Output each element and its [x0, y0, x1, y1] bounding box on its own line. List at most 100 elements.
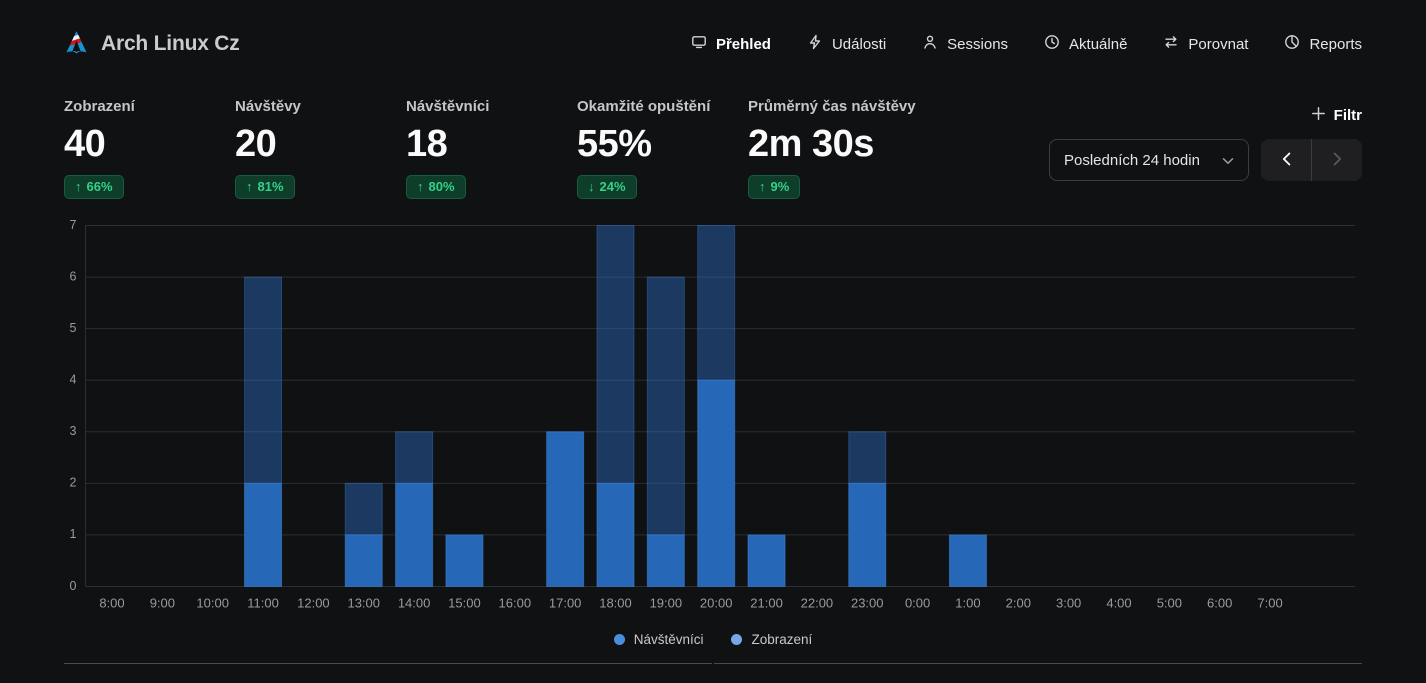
svg-text:16:00: 16:00	[499, 596, 532, 611]
svg-text:5: 5	[70, 321, 77, 335]
legend-item-views[interactable]: Zobrazení	[731, 632, 812, 647]
svg-text:10:00: 10:00	[196, 596, 229, 611]
visitors-bar-segment[interactable]	[747, 534, 786, 587]
svg-text:14:00: 14:00	[398, 596, 431, 611]
chevron-left-icon	[1282, 152, 1291, 169]
svg-text:3:00: 3:00	[1056, 596, 1081, 611]
visitors-bar-segment[interactable]	[848, 482, 887, 588]
monitor-icon	[691, 34, 707, 54]
views-bar-segment[interactable]	[344, 482, 383, 536]
stat-value: 2m 30s	[748, 123, 874, 165]
svg-text:12:00: 12:00	[297, 596, 330, 611]
add-filter-button[interactable]: Filtr	[1311, 106, 1362, 125]
previous-period-button[interactable]	[1261, 139, 1311, 181]
nav-tab-sessions[interactable]: Sessions	[922, 34, 1008, 54]
views-bar-segment[interactable]	[646, 276, 685, 536]
visitors-bar-segment[interactable]	[395, 482, 434, 588]
svg-text:2:00: 2:00	[1006, 596, 1031, 611]
nav-label: Porovnat	[1188, 35, 1249, 53]
svg-text:7:00: 7:00	[1257, 596, 1282, 611]
nav-tab-porovnat[interactable]: Porovnat	[1163, 34, 1248, 54]
change-badge: ↑ 66%	[64, 175, 124, 199]
visitors-bar-segment[interactable]	[445, 534, 484, 587]
visitors-bar-segment[interactable]	[546, 431, 585, 587]
svg-text:11:00: 11:00	[247, 596, 279, 611]
visitors-bar-segment[interactable]	[596, 482, 635, 588]
svg-text:9:00: 9:00	[150, 596, 175, 611]
svg-text:19:00: 19:00	[650, 596, 683, 611]
visitors-bar-segment[interactable]	[344, 534, 383, 587]
stat-label: Zobrazení	[64, 98, 135, 115]
compare-arrows-icon	[1163, 34, 1179, 54]
visitors-bar-segment[interactable]	[697, 379, 736, 587]
change-badge: ↓ 24%	[577, 175, 637, 199]
nav-tab-udalosti[interactable]: Události	[807, 34, 886, 54]
stat-label: Návštěvníci	[406, 98, 490, 115]
views-bar-segment[interactable]	[848, 431, 887, 484]
arrow-up-icon: ↑	[75, 179, 82, 194]
svg-text:8:00: 8:00	[99, 596, 124, 611]
svg-text:5:00: 5:00	[1157, 596, 1182, 611]
views-bar-segment[interactable]	[395, 431, 434, 484]
svg-text:17:00: 17:00	[549, 596, 582, 611]
svg-text:7: 7	[70, 218, 77, 232]
nav-tab-reports[interactable]: Reports	[1284, 34, 1362, 54]
nav-tab-prehled[interactable]: Přehled	[691, 34, 771, 54]
chart-controls: Filtr Posledních 24 hodin	[1049, 98, 1362, 181]
nav-label: Sessions	[947, 35, 1009, 53]
views-bar-segment[interactable]	[244, 276, 283, 484]
stat-visitors: Návštěvníci 18 ↑ 80%	[406, 98, 577, 199]
views-bar-segment[interactable]	[697, 225, 736, 381]
stat-bounce-rate: Okamžité opuštění 55% ↓ 24%	[577, 98, 748, 199]
stat-value: 40	[64, 123, 106, 165]
chevron-down-icon	[1222, 152, 1234, 169]
svg-text:2: 2	[70, 476, 77, 490]
views-legend-dot-icon	[731, 634, 743, 645]
svg-text:1:00: 1:00	[955, 596, 980, 611]
svg-text:23:00: 23:00	[851, 596, 884, 611]
filter-label: Filtr	[1333, 107, 1362, 124]
legend-label: Zobrazení	[751, 632, 813, 647]
site-title: Arch Linux Cz	[101, 32, 240, 55]
legend-item-visitors[interactable]: Návštěvníci	[613, 632, 703, 647]
stat-label: Návštěvy	[235, 98, 301, 115]
nav-label: Události	[831, 35, 887, 53]
stat-visits: Návštěvy 20 ↑ 81%	[235, 98, 406, 199]
next-period-button[interactable]	[1312, 139, 1362, 181]
svg-text:4:00: 4:00	[1106, 596, 1131, 611]
visitors-bar-segment[interactable]	[948, 534, 987, 587]
stat-value: 55%	[577, 123, 652, 165]
pie-chart-icon	[1284, 34, 1300, 54]
hourly-traffic-bar-chart[interactable]: 0 1 2 3 4 5 6 7 8:00 9:00 10:00 11:00 12:00 13:00 14:0…	[64, 215, 1362, 615]
nav-tab-aktualne[interactable]: Aktuálně	[1044, 34, 1127, 54]
views-bar-segment[interactable]	[596, 225, 635, 484]
detail-panels-stub	[0, 663, 1426, 672]
arrow-up-icon: ↑	[759, 179, 766, 194]
pager-divider	[1311, 139, 1312, 181]
stat-value: 20	[235, 123, 277, 165]
svg-text:18:00: 18:00	[599, 596, 632, 611]
nav-label: Přehled	[715, 35, 771, 53]
date-range-dropdown[interactable]: Posledních 24 hodin	[1049, 139, 1249, 181]
svg-text:13:00: 13:00	[347, 596, 380, 611]
svg-text:21:00: 21:00	[750, 596, 783, 611]
visitors-bar-segment[interactable]	[244, 482, 283, 588]
svg-text:0:00: 0:00	[905, 596, 930, 611]
chart-legend: Návštěvníci Zobrazení	[64, 632, 1362, 647]
stat-label: Průměrný čas návštěvy	[748, 98, 916, 115]
svg-text:4: 4	[70, 373, 77, 387]
arrow-up-icon: ↑	[417, 179, 424, 194]
date-range-value: Posledních 24 hodin	[1064, 151, 1200, 169]
person-icon	[922, 34, 938, 54]
visitors-bar-segment[interactable]	[646, 534, 685, 587]
svg-text:3: 3	[70, 424, 77, 438]
svg-text:1: 1	[70, 527, 77, 541]
top-header: Arch Linux Cz Přehled Události	[0, 0, 1426, 88]
change-badge: ↑ 81%	[235, 175, 295, 199]
nav-label: Reports	[1309, 35, 1362, 53]
clock-icon	[1044, 34, 1060, 54]
plus-icon	[1311, 106, 1326, 125]
brand[interactable]: Arch Linux Cz	[64, 29, 240, 60]
arrow-up-icon: ↑	[246, 179, 253, 194]
svg-text:15:00: 15:00	[448, 596, 481, 611]
